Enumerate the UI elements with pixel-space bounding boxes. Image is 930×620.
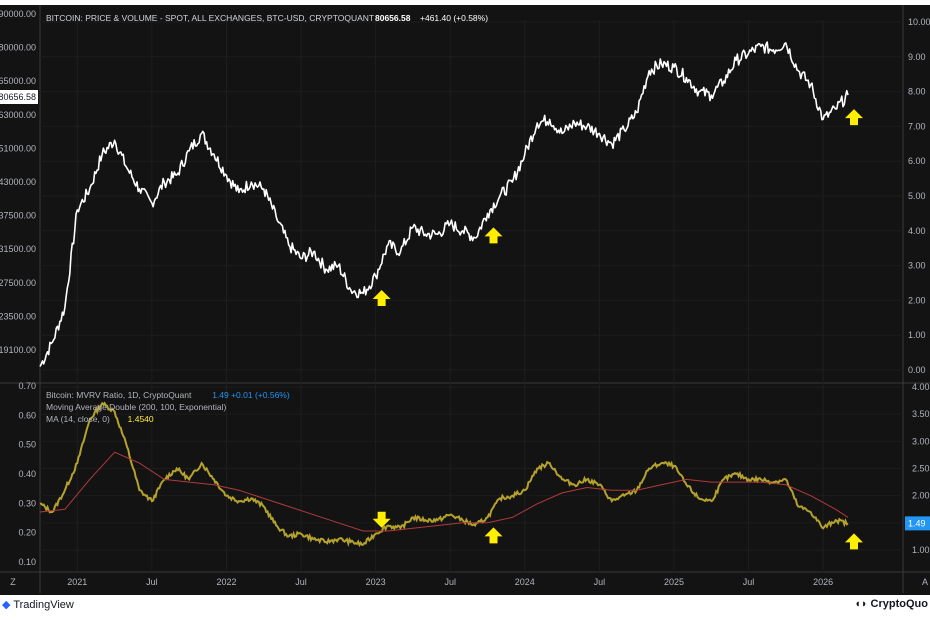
tradingview-logo: ◆ TradingView <box>2 598 74 611</box>
price-right-tick-label: 7.00 <box>908 121 926 131</box>
price-left-tick-label: 51000.00 <box>0 143 36 153</box>
mvrv-right-tick-label: 2.00 <box>912 491 930 501</box>
x-tick-label: Jul <box>295 577 307 587</box>
mvrv-arrow-up-icon <box>845 533 863 550</box>
price-arrow-up-icon <box>845 109 863 126</box>
tradingview-logo-text: TradingView <box>13 599 74 611</box>
mvrv-right-tick-label: 4.00 <box>912 382 930 392</box>
price-arrow-up-icon <box>484 227 503 244</box>
price-pane-title: BITCOIN: PRICE & VOLUME - SPOT, ALL EXCH… <box>46 13 374 23</box>
mvrv-legend-value: 1.4540 <box>128 414 154 424</box>
mvrv-left-tick-label: 0.10 <box>18 557 36 567</box>
mvrv-legend-text: Bitcoin: MVRV Ratio, 1D, CryptoQuant <box>46 390 192 400</box>
mvrv-right-tick-label: 3.00 <box>912 436 930 446</box>
cryptoquant-logo-text: CryptoQuo <box>870 598 928 610</box>
price-right-tick-label: 5.00 <box>908 191 926 201</box>
x-tick-label: 2025 <box>664 577 684 587</box>
price-left-tick-label: 37500.00 <box>0 211 36 221</box>
price-right-tick-label: 0.00 <box>908 365 926 375</box>
x-tick-label: 2026 <box>813 577 833 587</box>
price-arrow-up-icon <box>372 290 391 307</box>
price-left-tick-label: 65000.00 <box>0 76 36 86</box>
price-right-tick-label: 10.00 <box>908 17 930 27</box>
x-tick-label: Jul <box>146 577 158 587</box>
price-right-tick-label: 3.00 <box>908 261 926 271</box>
mvrv-series-line <box>39 401 849 548</box>
price-last-value: 80656.58 <box>375 13 411 23</box>
price-right-tick-label: 8.00 <box>908 87 926 97</box>
mvrv-left-tick-label: 0.20 <box>18 528 36 538</box>
price-left-tick-label: 80000.00 <box>0 43 36 53</box>
price-tag-label: 80656.58 <box>0 92 36 102</box>
mvrv-arrow-down-icon <box>372 511 391 528</box>
mvrv-right-tick-label: 3.50 <box>912 409 930 419</box>
left-corner-label: Z <box>10 577 16 587</box>
cryptoquant-logo: ◖◗ CryptoQuo <box>854 598 928 610</box>
tradingview-logo-icon: ◆ <box>2 599 11 611</box>
x-tick-label: Jul <box>743 577 755 587</box>
price-series-line <box>39 41 849 367</box>
mvrv-series-line <box>39 451 849 532</box>
x-tick-label: 2024 <box>515 577 535 587</box>
mvrv-right-tick-label: 1.00 <box>912 545 930 555</box>
price-right-tick-label: 4.00 <box>908 226 926 236</box>
x-tick-label: 2021 <box>67 577 87 587</box>
mvrv-legend-text: Moving Average Double (200, 100, Exponen… <box>46 402 227 412</box>
mvrv-left-tick-label: 0.40 <box>18 469 36 479</box>
mvrv-left-tick-label: 0.70 <box>18 381 36 391</box>
mvrv-right-tick-label: 2.50 <box>912 464 930 474</box>
price-left-tick-label: 27500.00 <box>0 278 36 288</box>
price-tag-box <box>0 90 38 104</box>
x-tick-label: Jul <box>594 577 606 587</box>
x-tick-label: 2023 <box>366 577 386 587</box>
x-tick-label: Jul <box>444 577 456 587</box>
mvrv-arrow-up-icon <box>484 527 503 544</box>
price-left-tick-label: 90000.00 <box>0 9 36 19</box>
mvrv-left-tick-label: 0.60 <box>18 410 36 420</box>
mvrv-legend-text: MA (14, close, 0) <box>46 414 110 424</box>
price-right-tick-label: 9.00 <box>908 52 926 62</box>
mvrv-tag-box <box>905 516 930 531</box>
right-corner-label: A <box>922 577 928 587</box>
price-left-tick-label: 31500.00 <box>0 244 36 254</box>
price-left-tick-label: 23500.00 <box>0 311 36 321</box>
cryptoquant-logo-icon: ◖◗ <box>854 598 868 610</box>
price-right-tick-label: 6.00 <box>908 156 926 166</box>
price-right-tick-label: 1.00 <box>908 330 926 340</box>
mvrv-legend-value: 1.49 +0.01 (+0.56%) <box>212 390 290 400</box>
price-left-tick-label: 43000.00 <box>0 177 36 187</box>
price-right-tick-label: 2.00 <box>908 295 926 305</box>
price-left-tick-label: 19100.00 <box>0 345 36 355</box>
price-left-tick-label: 63000.00 <box>0 110 36 120</box>
mvrv-left-tick-label: 0.50 <box>18 440 36 450</box>
x-tick-label: 2022 <box>216 577 236 587</box>
mvrv-tag-label: 1.49 <box>908 518 926 528</box>
mvrv-left-tick-label: 0.30 <box>18 498 36 508</box>
price-change: +461.40 (+0.58%) <box>420 13 488 23</box>
